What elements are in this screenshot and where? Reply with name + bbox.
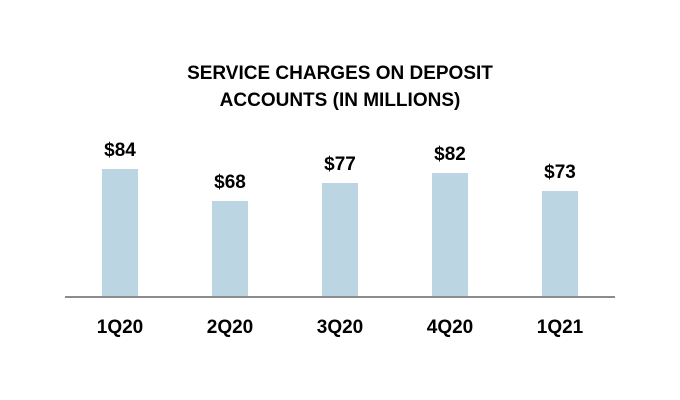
chart-title: SERVICE CHARGES ON DEPOSIT ACCOUNTS (IN … (187, 63, 493, 111)
value-label: $82 (434, 144, 466, 165)
bar (212, 201, 248, 297)
value-label: $73 (544, 162, 576, 183)
x-tick-label: 2Q20 (207, 317, 253, 338)
x-tick-label: 1Q20 (97, 317, 143, 338)
x-tick-label: 4Q20 (427, 317, 473, 338)
value-label: $77 (324, 154, 356, 175)
bar (432, 173, 468, 297)
value-label: $68 (214, 172, 246, 193)
bar (322, 183, 358, 297)
x-tick-label: 1Q21 (537, 317, 584, 338)
bar (102, 169, 138, 297)
value-label: $84 (104, 140, 136, 161)
x-tick-label: 3Q20 (317, 317, 363, 338)
bar (542, 191, 578, 297)
